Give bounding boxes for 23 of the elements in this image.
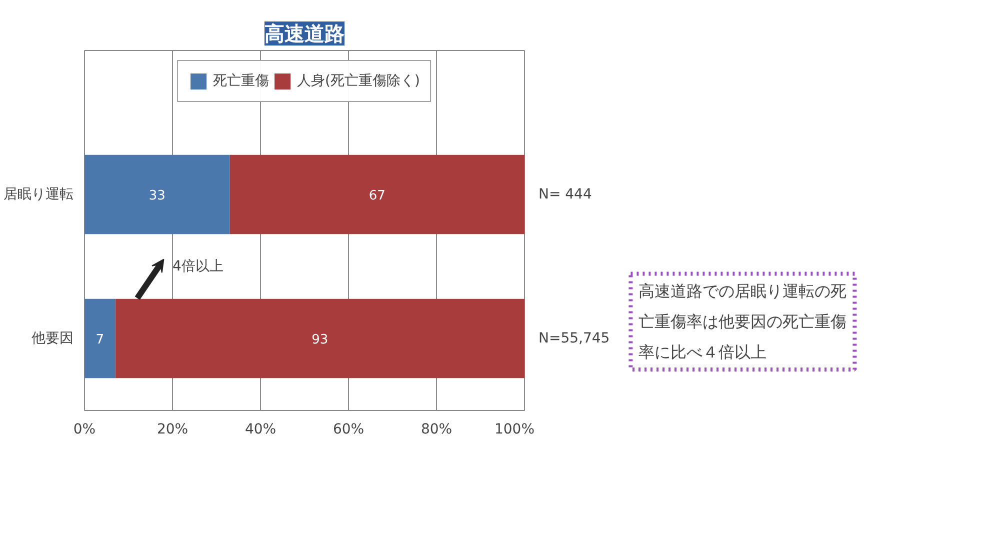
x-tick-label: 100% <box>494 422 535 438</box>
data-label: 7 <box>96 332 104 348</box>
y-tick-label: 他要因 <box>32 330 74 346</box>
bar <box>84 298 116 378</box>
annotation: 4倍以上 <box>172 258 224 274</box>
x-tick-label: 80% <box>420 422 452 438</box>
chart-title: 高速道路 <box>264 22 344 46</box>
x-tick-label: 0% <box>73 422 96 438</box>
legend-label: 人身(死亡重傷除く) <box>297 72 420 90</box>
bar <box>230 154 524 234</box>
x-tick-label: 40% <box>244 422 276 438</box>
data-label: 33 <box>148 188 166 204</box>
x-tick-label: 60% <box>332 422 364 438</box>
x-tick-label: 20% <box>156 422 188 438</box>
text: 高速道路での居眠り運転の死亡重傷率は他要因の死亡重傷率に比べ４倍以上 <box>638 282 847 362</box>
y-tick-label: 居眠り運転 <box>4 186 74 202</box>
data-label: 67 <box>368 188 386 204</box>
text: N=55,745 <box>538 330 610 346</box>
legend-label: 死亡重傷 <box>213 72 270 90</box>
text: N= 444 <box>538 186 592 202</box>
bar <box>115 298 524 378</box>
bar <box>84 154 230 234</box>
data-label: 93 <box>312 332 328 348</box>
